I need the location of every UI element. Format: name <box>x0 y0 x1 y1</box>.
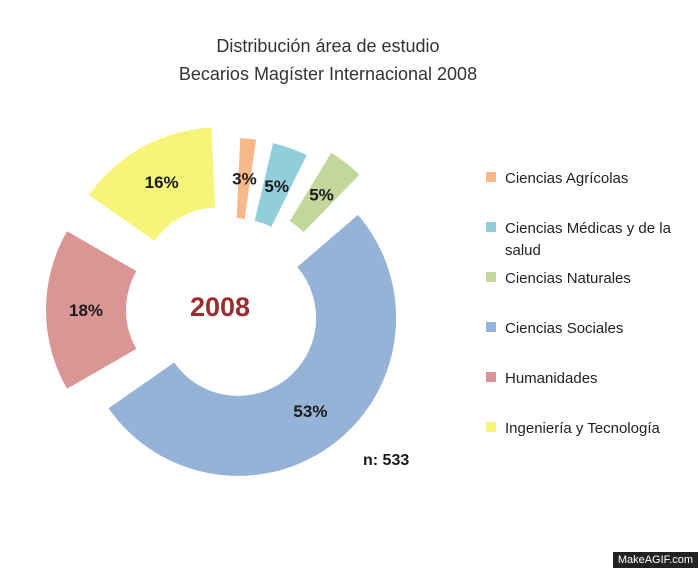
slice-label-ingenieria-y-tecnologia: 16% <box>145 173 179 192</box>
legend-label-ciencias-naturales: Ciencias Naturales <box>505 270 631 287</box>
slice-ciencias-sociales <box>108 214 397 476</box>
slice-label-ciencias-agricolas: 3% <box>232 170 257 189</box>
chart-title: Distribución área de estudio <box>216 36 439 56</box>
legend-swatch-ciencias-medicas-y-de-la-salud <box>486 222 496 232</box>
legend-label-ciencias-medicas-y-de-la-salud: Ciencias Médicas y de la salud <box>505 220 672 259</box>
slice-ciencias-agricolas <box>236 138 257 219</box>
legend-label-ciencias-sociales: Ciencias Sociales <box>505 320 623 337</box>
slice-label-ciencias-medicas-y-de-la-salud: 5% <box>264 177 289 196</box>
center-year-label: 2008 <box>190 292 250 322</box>
legend-label-ingenieria-y-tecnologia: Ingeniería y Tecnología <box>505 420 660 437</box>
slice-ingenieria-y-tecnologia <box>88 127 216 241</box>
chart-subtitle: Becarios Magíster Internacional 2008 <box>179 64 477 84</box>
watermark-badge: MakeAGIF.com <box>612 552 698 568</box>
legend-swatch-humanidades <box>486 372 496 382</box>
slice-ciencias-naturales <box>289 152 360 233</box>
legend-swatch-ciencias-naturales <box>486 272 496 282</box>
legend-label-ciencias-agricolas: Ciencias Agrícolas <box>505 170 628 187</box>
slice-humanidades <box>45 231 137 389</box>
legend-swatch-ciencias-sociales <box>486 322 496 332</box>
slice-label-ciencias-sociales: 53% <box>293 402 327 421</box>
slice-label-ciencias-naturales: 5% <box>309 186 334 205</box>
slice-ciencias-medicas-y-de-la-salud <box>254 143 307 227</box>
sample-size-label: n: 533 <box>363 452 409 469</box>
legend-swatch-ciencias-agricolas <box>486 172 496 182</box>
slice-label-humanidades: 18% <box>69 301 103 320</box>
legend-label-humanidades: Humanidades <box>505 370 598 387</box>
legend-swatch-ingenieria-y-tecnologia <box>486 422 496 432</box>
